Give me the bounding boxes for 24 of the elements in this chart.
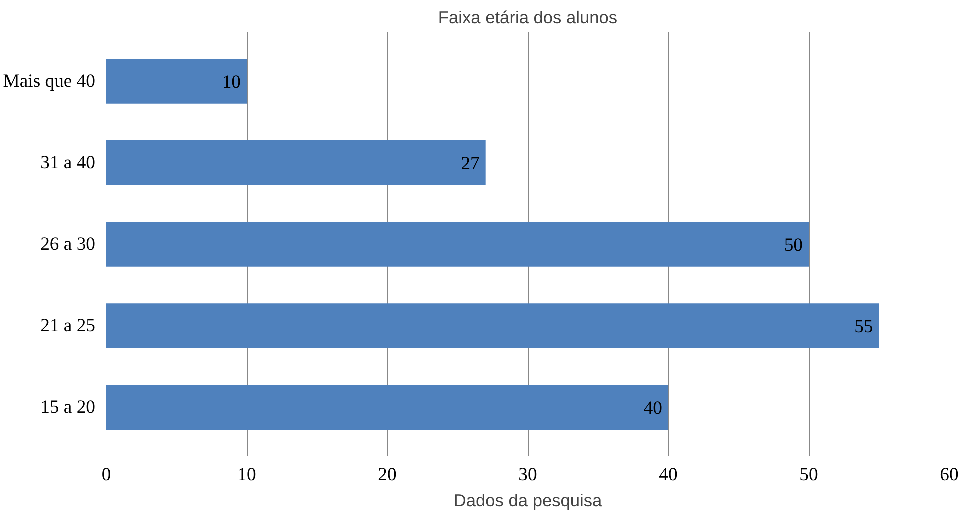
- bar: [106, 140, 486, 186]
- x-tick-label: 0: [102, 464, 112, 486]
- text: Dados da pesquisa: [454, 490, 603, 510]
- data-label: 50: [784, 235, 803, 256]
- y-tick-label: Mais que 40: [3, 70, 96, 92]
- x-tick-label: 50: [800, 464, 818, 486]
- bar: [106, 59, 247, 104]
- bar: [106, 304, 880, 348]
- y-tick-label: 26 a 30: [40, 234, 96, 255]
- y-tick-label: 15 a 20: [40, 397, 96, 418]
- bar: [106, 222, 809, 267]
- x-tick-label: 30: [518, 464, 538, 486]
- data-label: 55: [854, 316, 874, 338]
- x-tick-label: 10: [238, 464, 256, 486]
- data-label: 10: [222, 72, 241, 93]
- x-tick-label: 40: [659, 464, 678, 486]
- data-label: 27: [461, 153, 480, 174]
- bar: [106, 385, 668, 430]
- chart-title: Faixa etária dos alunos: [438, 8, 618, 28]
- data-label: 40: [644, 398, 662, 420]
- y-tick-label: 31 a 40: [40, 152, 96, 174]
- x-tick-label: 20: [378, 464, 397, 486]
- x-tick-label: 60: [940, 464, 959, 486]
- y-tick-label: 21 a 25: [40, 316, 96, 337]
